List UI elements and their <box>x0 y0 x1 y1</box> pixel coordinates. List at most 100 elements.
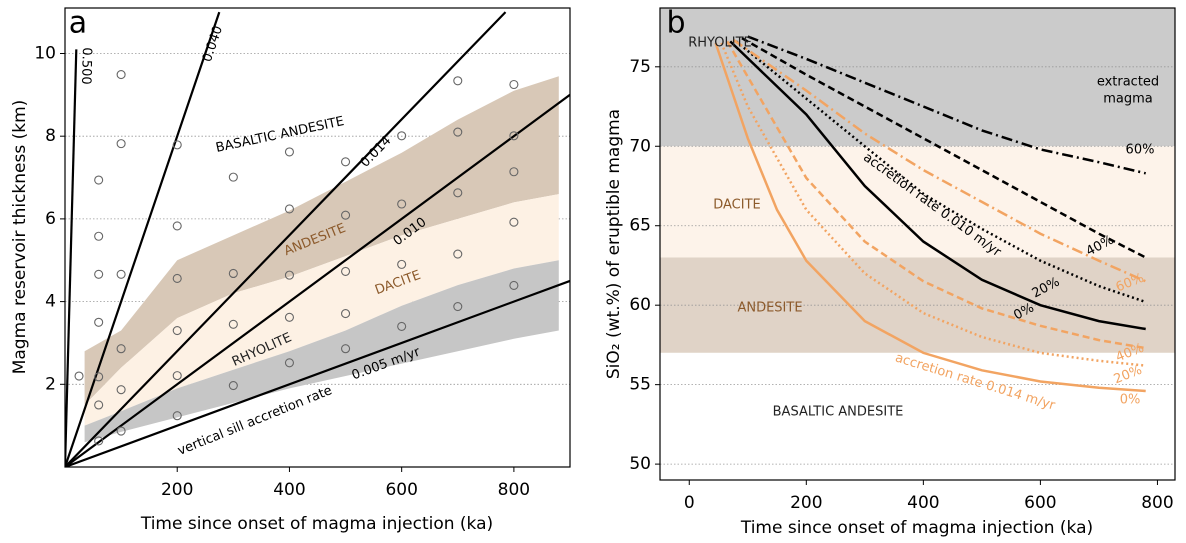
model-run-point <box>94 372 104 382</box>
zone-label: DACITE <box>713 198 761 213</box>
model-run-point <box>284 312 294 322</box>
curve <box>735 40 1147 304</box>
model-run-point <box>172 371 182 381</box>
model-run-point <box>228 319 238 329</box>
panel-label: b <box>666 6 685 41</box>
rate-label: 0.040 <box>200 24 226 64</box>
model-run-point <box>116 344 126 354</box>
model-run-point <box>397 321 407 331</box>
plot-area <box>660 8 1175 480</box>
y-tick-label: 70 <box>629 136 651 156</box>
model-run-point <box>397 131 407 141</box>
model-run-point <box>94 231 104 241</box>
composition-zone <box>660 352 1175 480</box>
x-tick-label: 800 <box>1141 493 1173 513</box>
y-tick-label: 8 <box>45 126 56 146</box>
annotation: BASALTIC ANDESITE <box>215 114 346 156</box>
model-run-point <box>172 273 182 283</box>
model-run-point <box>172 325 182 336</box>
y-tick-label: 4 <box>45 292 56 312</box>
rate-line <box>65 11 507 467</box>
model-run-point <box>116 139 126 149</box>
x-axis-label: Time since onset of magma injection (ka) <box>140 514 493 534</box>
model-run-point <box>228 380 238 391</box>
model-run-point <box>172 140 182 150</box>
curve <box>726 40 1146 350</box>
x-tick-label: 200 <box>790 493 822 513</box>
model-run-point <box>341 344 351 354</box>
zone-label: ANDESITE <box>737 301 802 316</box>
panel-label: a <box>69 6 87 41</box>
y-tick-label: 65 <box>629 216 651 236</box>
model-run-point <box>453 302 463 312</box>
model-run-point <box>509 217 519 227</box>
rate-line <box>65 93 570 467</box>
plot-frame <box>659 7 1176 481</box>
band <box>84 260 559 443</box>
y-tick-label: 75 <box>629 57 651 77</box>
plot-frame <box>64 7 571 468</box>
model-run-point <box>94 436 104 446</box>
x-tick-label: 0 <box>684 493 695 513</box>
model-run-point <box>453 188 463 198</box>
x-tick-label: 200 <box>161 480 193 500</box>
x-tick-label: 600 <box>1024 493 1056 513</box>
model-run-point <box>509 131 519 141</box>
x-tick-label: 600 <box>385 480 417 500</box>
model-run-point <box>397 259 407 269</box>
model-run-point <box>94 400 104 410</box>
x-tick-label: 400 <box>273 480 305 500</box>
y-tick-label: 60 <box>629 295 651 315</box>
y-tick-label: 6 <box>45 209 56 229</box>
model-run-point <box>172 411 182 421</box>
annotation: magma <box>1103 92 1153 107</box>
model-run-point <box>284 147 294 157</box>
curve <box>729 40 1146 331</box>
model-run-point <box>116 426 126 436</box>
zone-label: BASALTIC ANDESITE <box>773 405 904 420</box>
y-tick-label: 50 <box>629 454 651 474</box>
model-run-point <box>74 371 84 381</box>
rate-line <box>65 49 78 467</box>
zone-label: RHYOLITE <box>688 36 752 51</box>
plot-area <box>65 11 570 467</box>
band <box>84 194 559 426</box>
model-run-point <box>116 385 126 395</box>
composition-zone <box>660 146 1175 258</box>
model-run-point <box>341 266 351 276</box>
y-axis-label: SiO₂ (wt.%) of eruptible magma <box>604 109 624 379</box>
model-run-point <box>509 79 519 90</box>
model-run-point <box>509 280 519 291</box>
model-run-point <box>284 358 294 368</box>
x-tick-label: 800 <box>498 480 530 500</box>
series-end-label: 0% <box>1120 393 1141 408</box>
model-run-point <box>397 199 407 209</box>
curve <box>714 42 1146 393</box>
band <box>84 76 559 405</box>
model-run-point <box>284 204 294 214</box>
model-run-point <box>341 157 351 167</box>
model-run-point <box>453 127 463 137</box>
model-run-point <box>94 269 104 279</box>
curve <box>747 35 1146 175</box>
x-axis-label: Time since onset of magma injection (ka) <box>740 518 1093 538</box>
y-tick-label: 10 <box>34 43 56 63</box>
x-tick-label: 400 <box>907 493 939 513</box>
model-run-point <box>509 167 519 177</box>
y-tick-label: 2 <box>45 374 56 394</box>
model-run-point <box>116 269 126 279</box>
composition-zone <box>660 8 1175 147</box>
model-run-point <box>284 270 294 280</box>
rate-line <box>65 279 570 467</box>
model-run-point <box>341 210 351 220</box>
model-run-point <box>228 172 238 182</box>
y-tick-label: 55 <box>629 375 651 395</box>
rate-label: 0.500 <box>78 47 94 85</box>
annotation: extracted <box>1097 75 1159 90</box>
model-run-point <box>341 309 351 319</box>
model-run-point <box>116 70 126 80</box>
series-end-label: 60% <box>1126 143 1155 158</box>
model-run-point <box>172 221 182 231</box>
rate-line <box>65 11 221 467</box>
